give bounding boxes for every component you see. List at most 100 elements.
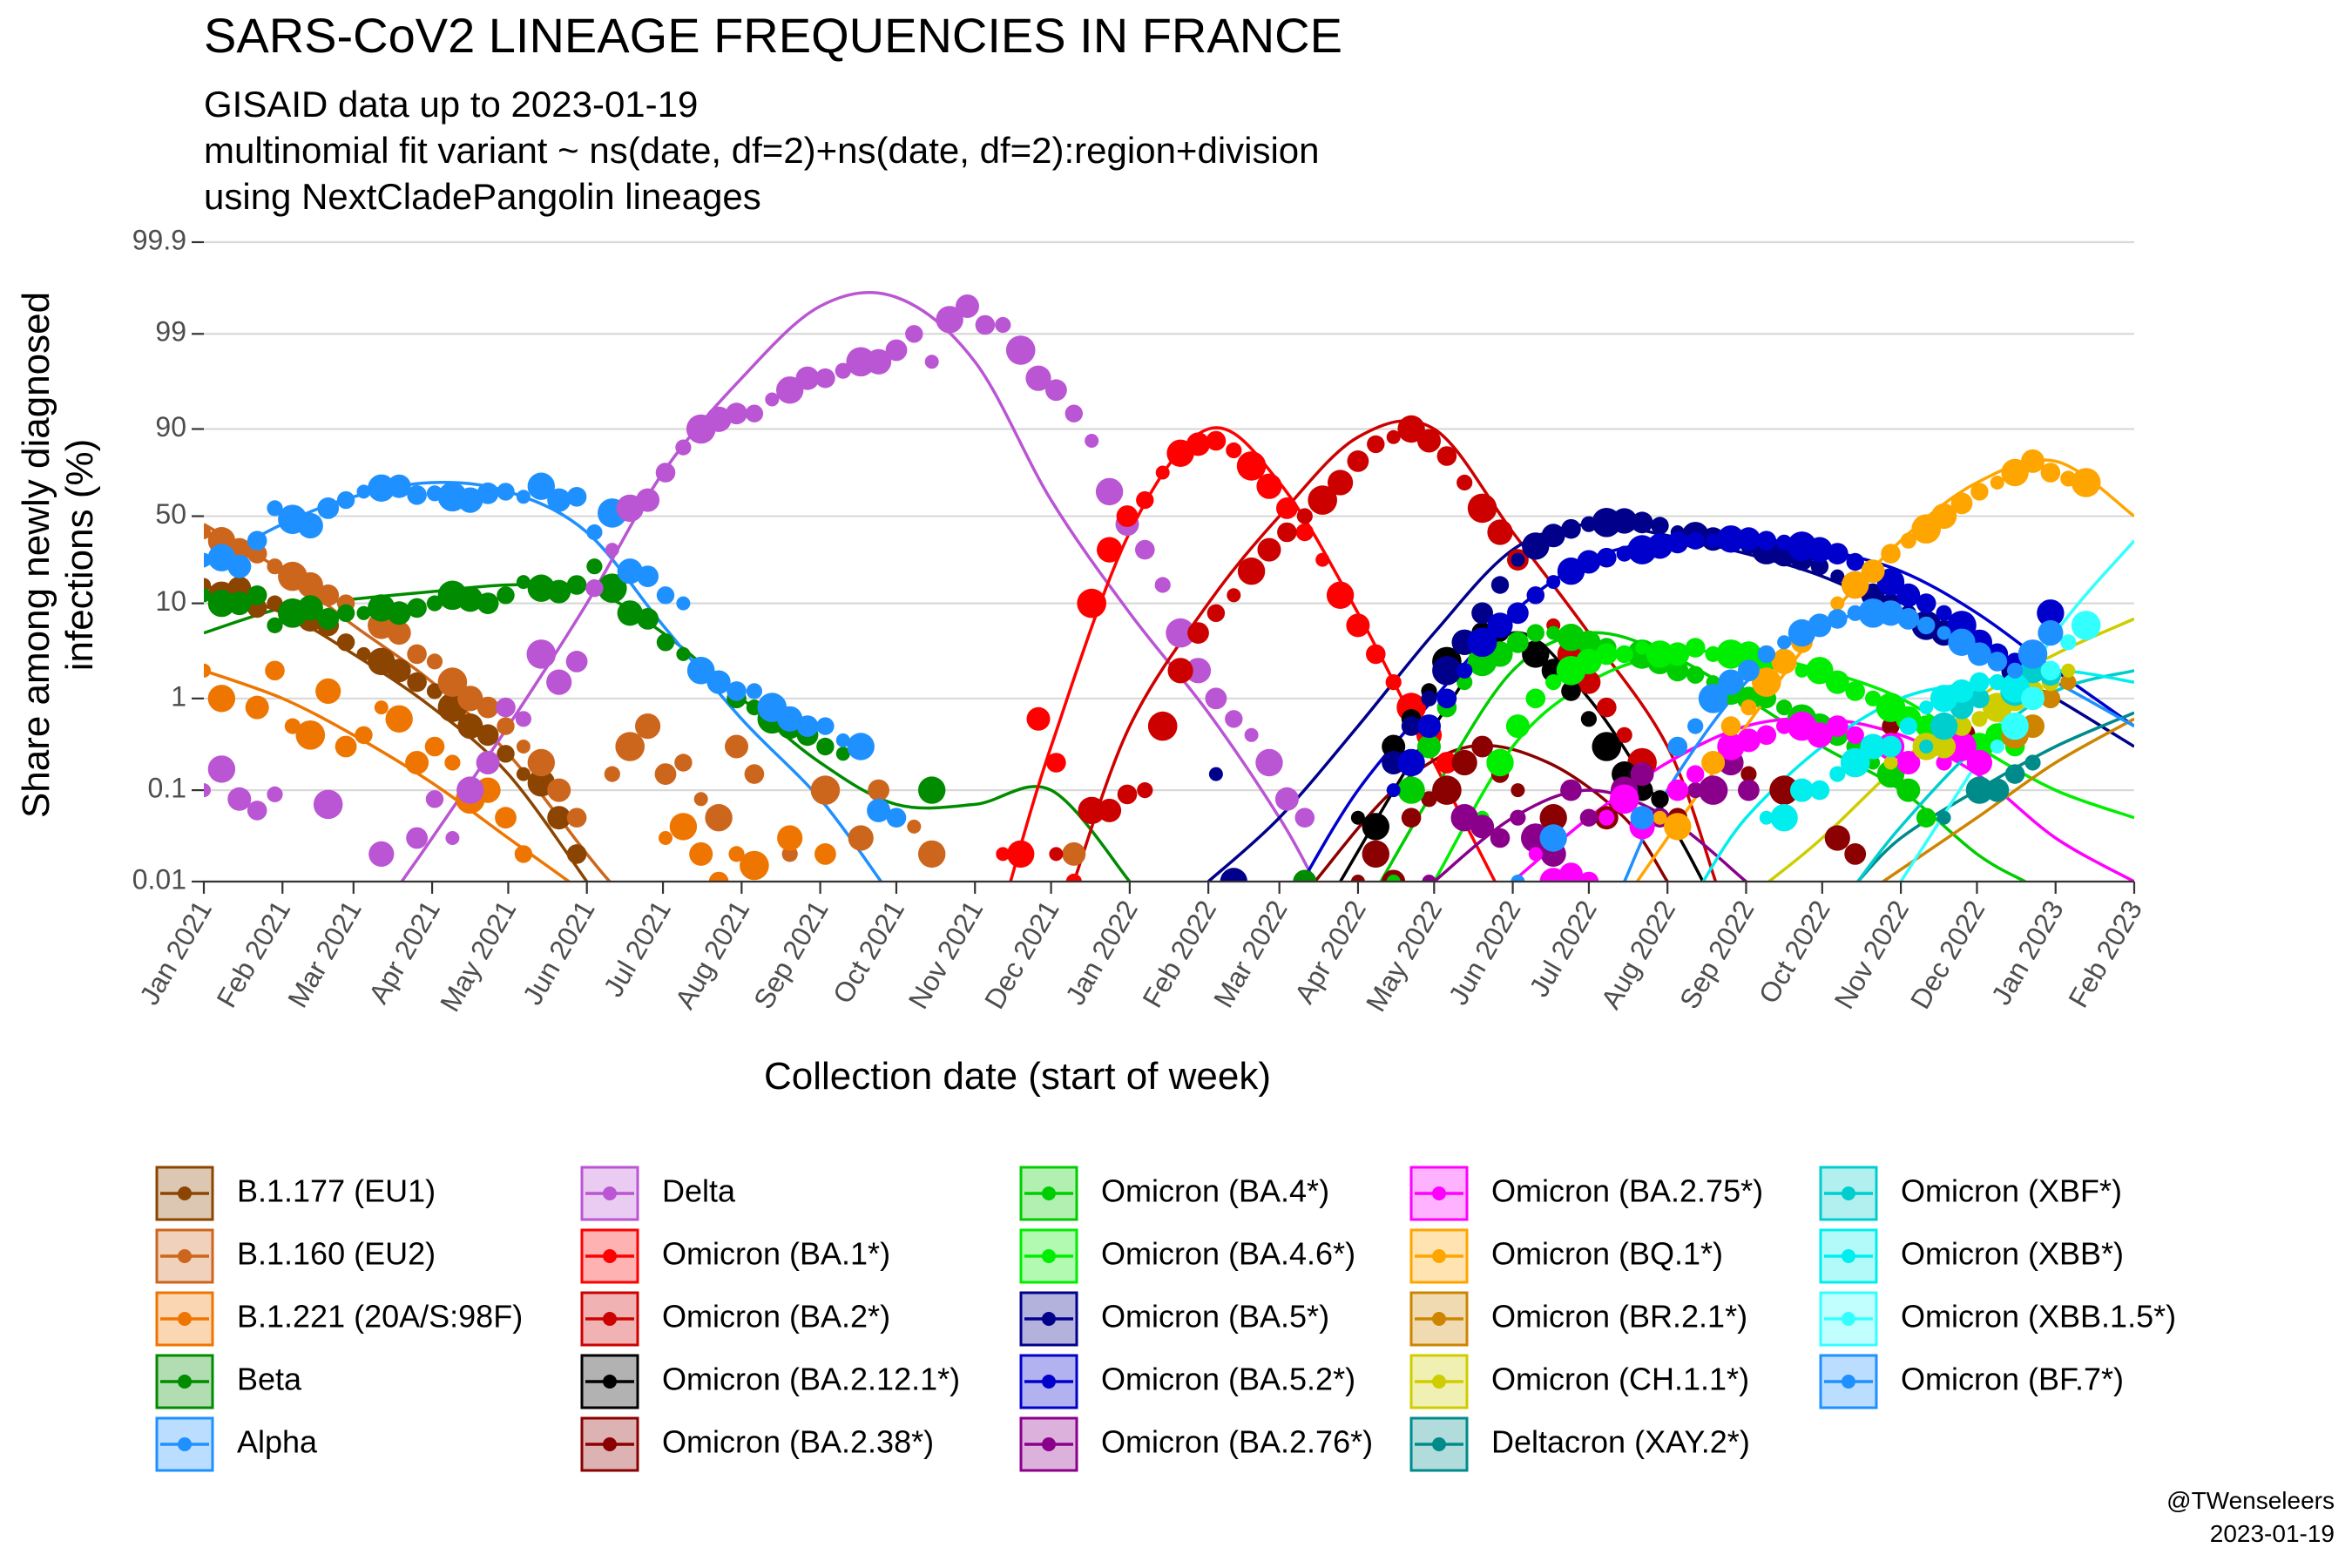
- data-point: [1220, 868, 1247, 882]
- data-point: [437, 667, 468, 697]
- data-point: [476, 751, 500, 774]
- data-point: [1651, 517, 1669, 535]
- data-point: [918, 840, 946, 868]
- data-point: [744, 764, 765, 784]
- data-point: [796, 715, 819, 737]
- data-point: [2060, 674, 2077, 691]
- legend-item: Omicron (BQ.1*): [1409, 1228, 1723, 1284]
- data-point: [2071, 611, 2101, 640]
- data-point: [207, 685, 236, 713]
- data-point: [297, 571, 323, 598]
- data-point: [227, 787, 252, 811]
- data-point: [515, 711, 532, 727]
- data-point: [885, 339, 908, 362]
- data-point: [1577, 630, 1601, 654]
- data-point: [1386, 783, 1401, 798]
- data-point: [1293, 869, 1317, 882]
- data-point: [374, 700, 389, 715]
- legend-label: Omicron (BR.2.1*): [1491, 1299, 1747, 1335]
- data-point: [1777, 635, 1792, 650]
- data-point: [1698, 684, 1728, 713]
- data-point: [816, 737, 835, 756]
- data-point: [848, 825, 874, 851]
- data-point: [1916, 593, 1936, 613]
- legend-key-point: [178, 1375, 192, 1389]
- fit-line: [400, 291, 1316, 882]
- data-point: [1526, 624, 1545, 642]
- data-point: [1947, 732, 1977, 761]
- data-point: [1899, 717, 1917, 735]
- data-point: [2004, 764, 2025, 784]
- data-point: [476, 724, 499, 747]
- data-point: [457, 586, 483, 612]
- data-point: [1236, 451, 1267, 481]
- data-point: [385, 705, 413, 733]
- legend-label: Alpha: [237, 1424, 318, 1460]
- data-point: [1046, 753, 1066, 773]
- legend-key-point: [1432, 1186, 1446, 1200]
- data-point: [1919, 700, 1934, 715]
- x-tick-label: Jul 2022: [1523, 896, 1603, 1003]
- y-tick-label: 1: [171, 680, 186, 712]
- data-point: [1666, 779, 1689, 801]
- data-point: [1896, 778, 1921, 802]
- data-point: [1919, 740, 1934, 754]
- data-point: [1511, 552, 1525, 567]
- legend-key-point: [178, 1437, 192, 1451]
- data-point: [1756, 725, 1777, 746]
- data-point: [1237, 558, 1266, 585]
- data-point: [207, 589, 236, 618]
- x-tick-label: Apr 2022: [1288, 896, 1372, 1009]
- legend-label: Deltacron (XAY.2*): [1491, 1424, 1750, 1460]
- data-point: [1347, 450, 1369, 472]
- data-point: [1598, 809, 1615, 826]
- data-point: [1630, 806, 1654, 830]
- data-point: [1740, 766, 1757, 782]
- data-point: [1490, 828, 1511, 848]
- data-point: [1652, 810, 1667, 825]
- data-point: [387, 659, 411, 683]
- data-point: [407, 598, 427, 618]
- data-point: [740, 850, 769, 881]
- data-point: [1759, 810, 1774, 825]
- data-point: [496, 697, 516, 718]
- data-point: [659, 831, 672, 845]
- legend-key-point: [1432, 1312, 1446, 1326]
- data-point: [1970, 672, 1990, 693]
- x-tick-label: Oct 2022: [1753, 896, 1836, 1009]
- data-point: [1635, 640, 1650, 655]
- legend-item: Omicron (BA.5*): [1019, 1291, 1329, 1347]
- legend-item: Omicron (XBB*): [1819, 1228, 2124, 1284]
- y-tick-label: 99.9: [132, 224, 186, 255]
- data-point: [547, 806, 571, 830]
- data-point: [267, 558, 283, 575]
- data-point: [725, 734, 748, 759]
- x-tick-label: Jan 2023: [1985, 896, 2070, 1010]
- data-point: [2040, 660, 2061, 681]
- data-point: [456, 776, 484, 804]
- legend-item: Omicron (BA.4*): [1019, 1166, 1329, 1221]
- data-point: [1397, 748, 1425, 777]
- data-point: [267, 617, 283, 634]
- data-point: [810, 775, 841, 805]
- data-point: [1701, 751, 1726, 774]
- data-point: [835, 362, 851, 379]
- legend-key-point: [1042, 1249, 1056, 1263]
- data-point: [1467, 493, 1497, 524]
- data-point: [1256, 473, 1282, 499]
- data-point: [317, 584, 340, 606]
- data-point: [424, 736, 445, 757]
- data-point: [1736, 728, 1761, 753]
- data-point: [1609, 784, 1639, 814]
- data-point: [1990, 740, 2004, 754]
- data-point: [1830, 596, 1845, 611]
- legend-label: Omicron (BA.1*): [662, 1236, 890, 1272]
- legend-item: Omicron (BA.5.2*): [1019, 1354, 1355, 1409]
- data-point: [1421, 791, 1437, 808]
- data-point: [1794, 663, 1809, 678]
- data-point: [1511, 783, 1525, 798]
- data-point: [1257, 537, 1281, 562]
- data-point: [1616, 727, 1632, 743]
- legend-item: Omicron (BR.2.1*): [1409, 1291, 1747, 1347]
- y-tick-label: 99: [155, 316, 186, 348]
